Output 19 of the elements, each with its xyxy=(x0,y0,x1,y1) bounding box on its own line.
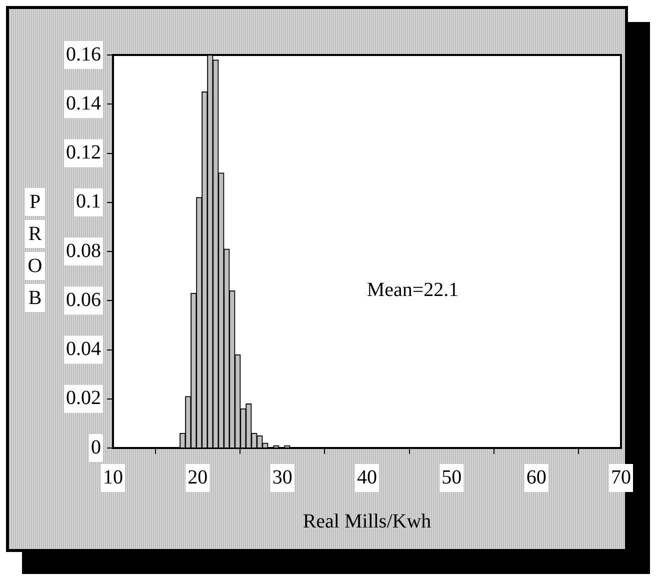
annotation: Mean=22.1 xyxy=(366,279,459,302)
x-tick-label: 30 xyxy=(272,466,292,488)
y-axis-title: PROB xyxy=(26,190,44,311)
x-tick-label: 40 xyxy=(357,466,377,488)
y-tick-label: 0 xyxy=(91,436,101,458)
y-tick-label: 0.06 xyxy=(66,288,101,311)
x-axis-title: Real Mills/Kwh xyxy=(302,510,432,532)
x-tick-label: 20 xyxy=(188,466,208,488)
y-tick-label: 0.02 xyxy=(66,387,101,410)
x-tick-label: 70 xyxy=(611,466,631,488)
y-tick-label: 0.04 xyxy=(66,338,101,360)
x-tick-label: 10 xyxy=(103,466,123,488)
y-tick-label: 0.12 xyxy=(66,142,101,164)
y-tick-label: 0.14 xyxy=(66,92,101,114)
x-tick-label: 60 xyxy=(526,466,546,488)
x-tick-label: 50 xyxy=(442,466,462,488)
y-tick-label: 0.08 xyxy=(66,240,101,262)
y-tick-label: 0.16 xyxy=(66,43,101,66)
y-tick-label: 0.1 xyxy=(76,190,101,213)
